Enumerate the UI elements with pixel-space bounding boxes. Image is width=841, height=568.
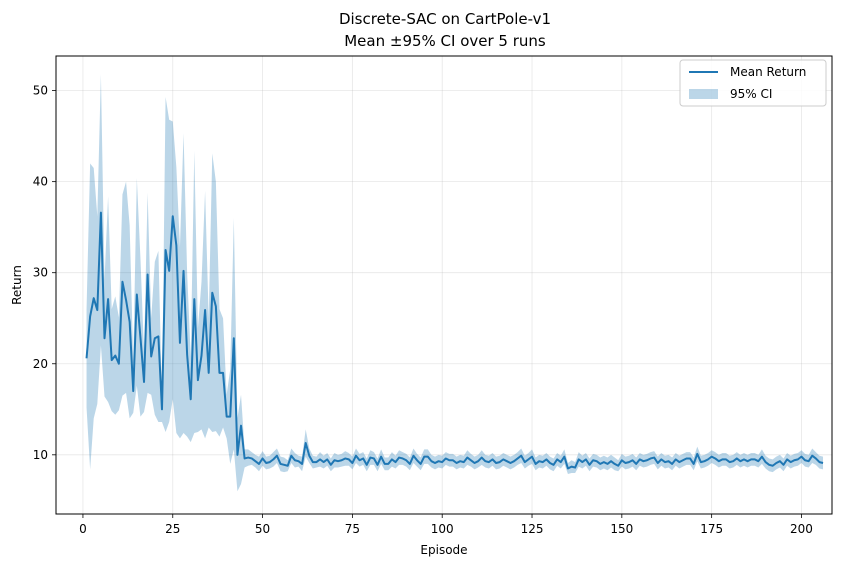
x-tick-label: 0 [79, 522, 87, 536]
y-tick-label: 20 [33, 357, 48, 371]
chart-subtitle: Mean ±95% CI over 5 runs [344, 32, 546, 50]
y-tick-label: 40 [33, 175, 48, 189]
legend: Mean Return 95% CI [679, 59, 827, 107]
x-tick-label: 50 [255, 522, 270, 536]
x-tick-label: 100 [431, 522, 454, 536]
y-tick-label: 50 [33, 84, 48, 98]
x-tick-label: 125 [521, 522, 544, 536]
legend-ci: 95% CI [730, 87, 772, 101]
mean-line-layer [85, 211, 824, 470]
x-tick-label: 75 [345, 522, 360, 536]
x-tick-label: 200 [790, 522, 813, 536]
y-tick-label: 30 [33, 266, 48, 280]
ci-band-layer [86, 74, 824, 492]
ci-band [86, 74, 824, 492]
y-tick-label: 10 [33, 448, 48, 462]
y-axis-label: Return [10, 265, 24, 305]
legend-band-swatch [689, 89, 718, 99]
x-axis-ticks: 0 25 50 75 100 125 150 175 200 [79, 514, 813, 536]
plot-frame [55, 55, 833, 515]
x-tick-label: 150 [610, 522, 633, 536]
x-axis-label: Episode [420, 543, 467, 557]
legend-mean-return: Mean Return [730, 65, 806, 79]
chart-title: Discrete-SAC on CartPole-v1 [339, 10, 551, 28]
x-tick-label: 175 [700, 522, 723, 536]
x-tick-label: 25 [165, 522, 180, 536]
y-axis-ticks: 10 20 30 40 50 [33, 84, 56, 462]
mean-return-line [85, 211, 824, 470]
